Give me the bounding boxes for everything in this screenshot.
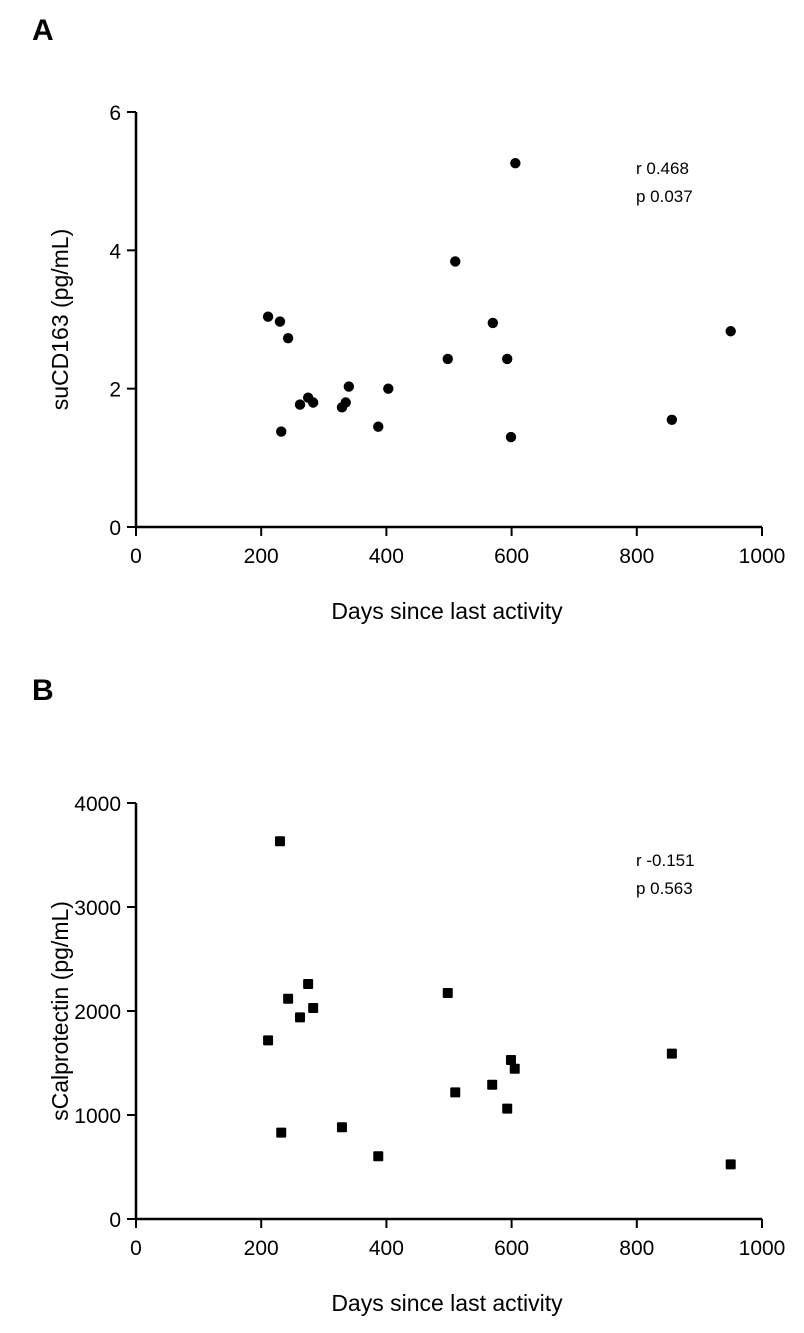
x-tick-label: 600 (494, 1237, 529, 1260)
data-point (276, 1127, 287, 1138)
y-tick-label: 0 (109, 517, 121, 540)
data-point (263, 1035, 274, 1046)
x-tick-label: 200 (244, 545, 279, 568)
stat-annotation: r -0.151 (636, 851, 695, 870)
data-point (487, 317, 499, 329)
data-point (308, 1002, 319, 1013)
data-point (725, 1159, 736, 1170)
panel-label: A (32, 14, 54, 47)
data-point (307, 397, 319, 408)
x-tick-label: 1000 (739, 1237, 786, 1260)
data-point (450, 1087, 461, 1098)
x-tick-label: 200 (244, 1237, 279, 1260)
data-point (505, 1054, 516, 1065)
y-tick-label: 2 (109, 379, 121, 402)
data-point (336, 1122, 347, 1133)
data-point (666, 414, 678, 425)
x-axis-label: Days since last activity (331, 598, 563, 624)
data-point (336, 402, 348, 413)
x-tick-label: 400 (369, 1237, 404, 1260)
x-tick-label: 600 (494, 545, 529, 568)
stat-annotation: p 0.563 (636, 879, 693, 898)
y-tick-label: 3000 (74, 897, 121, 920)
y-tick-label: 2000 (74, 1001, 121, 1024)
data-point (295, 1012, 306, 1023)
y-tick-label: 4 (109, 240, 121, 263)
data-point (510, 157, 521, 169)
data-point (294, 399, 306, 410)
x-tick-label: 800 (619, 1237, 654, 1260)
data-point (505, 431, 517, 443)
x-tick-label: 0 (130, 545, 142, 568)
x-tick-label: 0 (130, 1237, 142, 1260)
data-point (502, 353, 513, 365)
data-point (373, 421, 384, 432)
y-tick-label: 1000 (74, 1105, 121, 1128)
data-point (282, 332, 294, 344)
data-point (502, 1103, 513, 1114)
data-point (274, 836, 285, 847)
data-point (487, 1079, 498, 1090)
data-point (450, 256, 461, 267)
data-point (509, 1063, 520, 1074)
data-point (343, 381, 355, 392)
data-point (274, 316, 286, 327)
stat-annotation: p 0.037 (636, 187, 693, 206)
data-point (262, 311, 274, 322)
stat-annotation: r 0.468 (636, 159, 689, 178)
x-tick-label: 800 (619, 545, 654, 568)
data-point (383, 383, 394, 394)
data-point (725, 326, 736, 337)
data-point (666, 1048, 677, 1059)
y-tick-label: 6 (109, 102, 121, 125)
data-point (442, 988, 453, 999)
data-point (442, 353, 453, 365)
y-tick-label: 0 (109, 1209, 121, 1232)
y-axis-label: suCD163 (pg/mL) (47, 229, 73, 411)
data-point (373, 1151, 384, 1162)
y-axis-label: sCalprotectin (pg/mL) (47, 901, 73, 1121)
data-point (283, 993, 294, 1004)
panel-label: B (32, 674, 54, 707)
y-tick-label: 4000 (74, 793, 121, 816)
data-point (276, 426, 287, 437)
data-point (303, 978, 314, 989)
x-axis-label: Days since last activity (331, 1290, 563, 1316)
x-tick-label: 1000 (739, 545, 786, 568)
x-tick-label: 400 (369, 545, 404, 568)
